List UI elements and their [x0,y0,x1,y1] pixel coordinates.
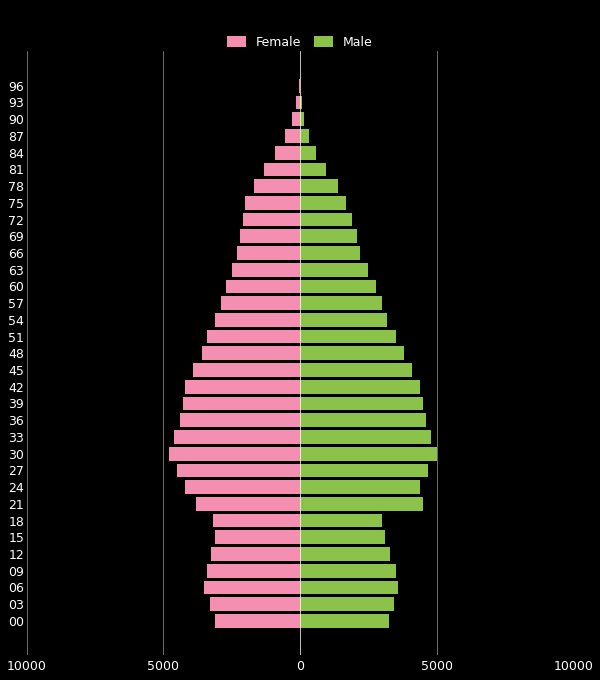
Bar [300,480,420,494]
Bar [207,564,300,577]
Bar [232,263,300,277]
Bar [185,380,300,394]
Bar [300,413,425,427]
Bar [215,530,300,544]
Bar [210,597,300,611]
Bar [292,112,300,126]
Bar [180,413,300,427]
Bar [300,112,304,126]
Bar [300,513,382,528]
Bar [202,347,300,360]
Bar [300,497,423,511]
Bar [300,330,395,343]
Bar [300,213,352,226]
Bar [215,614,300,628]
Bar [300,380,420,394]
Bar [300,129,309,143]
Bar [300,279,376,293]
Bar [265,163,300,176]
Bar [300,363,412,377]
Legend: Female, Male: Female, Male [223,31,377,54]
Bar [221,296,300,310]
Bar [237,246,300,260]
Bar [300,229,358,243]
Bar [300,347,404,360]
Bar [193,363,300,377]
Bar [300,163,326,176]
Bar [300,564,395,577]
Bar [254,180,300,193]
Bar [296,96,300,109]
Bar [175,430,300,444]
Bar [300,296,382,310]
Bar [300,464,428,477]
Bar [299,79,300,92]
Bar [215,313,300,326]
Bar [207,330,300,343]
Bar [300,180,338,193]
Bar [300,447,437,460]
Bar [185,480,300,494]
Bar [285,129,300,143]
Bar [300,396,423,410]
Bar [300,146,316,160]
Bar [300,547,390,561]
Bar [169,447,300,460]
Bar [300,196,346,209]
Bar [300,430,431,444]
Bar [240,229,300,243]
Bar [211,547,300,561]
Bar [226,279,300,293]
Bar [205,581,300,594]
Bar [300,246,360,260]
Bar [300,530,385,544]
Bar [177,464,300,477]
Bar [196,497,300,511]
Bar [275,146,300,160]
Bar [245,196,300,209]
Bar [182,396,300,410]
Bar [300,96,302,109]
Bar [300,614,389,628]
Bar [300,263,368,277]
Bar [300,313,388,326]
Bar [212,513,300,528]
Bar [300,581,398,594]
Bar [300,597,394,611]
Bar [242,213,300,226]
